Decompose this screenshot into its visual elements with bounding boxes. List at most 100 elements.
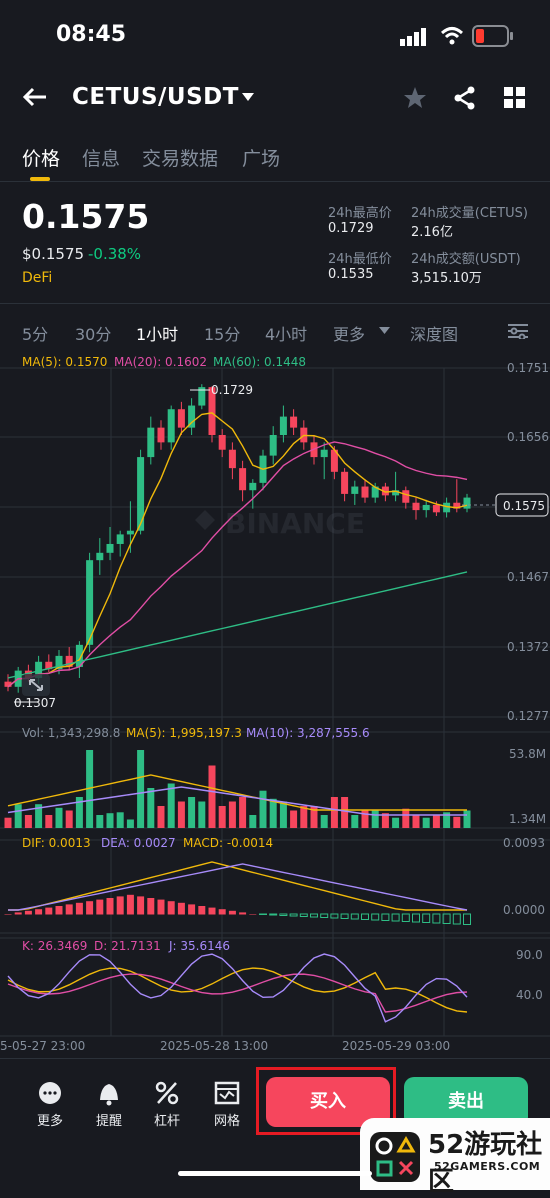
interval-30m[interactable]: 30分: [75, 325, 112, 344]
macd-bar: [65, 904, 73, 915]
star-icon[interactable]: [403, 86, 427, 110]
volume-bar: [239, 797, 247, 828]
volume-bar: [65, 810, 73, 828]
pair-title[interactable]: CETUS/USDT: [72, 84, 239, 110]
overlays-layer: [7, 412, 468, 1023]
volume-ma10-line: [7, 786, 467, 816]
macd-bar: [412, 913, 420, 923]
candlestick-chart[interactable]: BINANCE MA(5): 0.1570 MA(20): 0.1602 MA(…: [0, 350, 550, 1060]
interval-4h[interactable]: 4小时: [265, 325, 308, 344]
time-axis-tick: 5-05-27 23:00: [0, 1039, 85, 1053]
macd-bar: [157, 899, 165, 915]
high-price-marker: 0.1729: [211, 383, 253, 397]
macd-bar: [249, 914, 257, 915]
fullscreen-toggle-icon[interactable]: [22, 674, 50, 696]
margin-label: 杠杆: [153, 1114, 180, 1129]
candle-body: [341, 471, 349, 494]
price-axis-tick: 0.1467: [507, 570, 549, 584]
grid-label: 网格: [213, 1114, 240, 1129]
volume-bar: [177, 801, 185, 828]
macd-axis-tick: 0.0093: [503, 836, 545, 850]
candle-body: [177, 409, 185, 428]
candle-body: [381, 486, 389, 496]
candle-body: [198, 387, 206, 406]
macd-value-label: MACD: -0.0014: [183, 836, 273, 850]
kdj-axis-tick: 40.0: [516, 988, 543, 1002]
macd-bar: [299, 913, 308, 917]
candle-body: [402, 490, 410, 503]
caret-down-icon[interactable]: [241, 92, 255, 102]
candle-body: [279, 416, 287, 436]
candle-body: [4, 681, 12, 687]
candle-body: [157, 427, 165, 443]
candle-body: [147, 427, 155, 458]
candle-body: [228, 449, 236, 469]
grid-trading-button[interactable]: 网格: [201, 1080, 253, 1129]
watermark-logo-icon: [370, 1132, 420, 1182]
watermark-subtext: 52GAMERS.COM: [434, 1160, 541, 1173]
price-axis-tick: 0.1751: [507, 361, 549, 375]
volume-bar: [290, 810, 298, 828]
more-button[interactable]: 更多: [24, 1080, 76, 1129]
macd-bar: [269, 913, 278, 916]
interval-depth-chart[interactable]: 深度图: [410, 325, 459, 344]
back-arrow-icon[interactable]: [22, 86, 48, 108]
candle-body: [422, 504, 430, 511]
tab-price[interactable]: 价格: [22, 148, 61, 170]
ma5-line: [7, 412, 468, 688]
time-axis-tick: 2025-05-29 03:00: [342, 1039, 450, 1053]
ma20-label: MA(20): 0.1602: [114, 355, 207, 369]
macd-bar: [167, 901, 175, 915]
volume-bar: [392, 817, 400, 828]
kdj-d-label: D: 21.7131: [94, 939, 161, 953]
chart-settings-icon[interactable]: [508, 323, 528, 339]
macd-bar: [330, 913, 339, 919]
candle-body: [330, 449, 338, 472]
interval-1h[interactable]: 1小时: [136, 325, 179, 344]
candle-body: [35, 661, 43, 678]
candle-body: [453, 502, 461, 509]
volume-bar: [351, 815, 359, 828]
price-axis-tick: 0.1277: [507, 709, 549, 723]
tab-square[interactable]: 广场: [242, 148, 281, 170]
macd-bar: [452, 913, 461, 925]
macd-bar: [86, 901, 94, 915]
share-icon[interactable]: [453, 86, 477, 110]
binance-logo-watermark: BINANCE: [195, 507, 365, 540]
volume-bar: [86, 750, 94, 828]
current-price-tag[interactable]: 0.1575: [503, 499, 545, 513]
candle-body: [412, 502, 420, 511]
macd-dea-line: [8, 863, 468, 911]
candle-body: [106, 543, 114, 553]
macd-bar: [401, 913, 410, 922]
tab-trade-data[interactable]: 交易数据: [142, 148, 219, 170]
layout-grid-icon[interactable]: [504, 87, 526, 109]
macd-bar: [442, 913, 451, 924]
volume-bar: [198, 801, 206, 828]
kdj-j-line: [7, 953, 468, 1023]
volume-bar: [361, 810, 369, 828]
interval-5m[interactable]: 5分: [22, 325, 49, 344]
macd-bar: [310, 913, 318, 918]
margin-button[interactable]: 杠杆: [141, 1080, 193, 1129]
candle-body: [188, 405, 196, 428]
category-tag[interactable]: DeFi: [22, 270, 53, 286]
caret-down-icon[interactable]: [379, 327, 390, 335]
vol-ma5-label: MA(5): 1,995,197.3: [126, 726, 242, 740]
low-price-marker: 0.1307: [14, 696, 56, 710]
macd-bar: [55, 906, 63, 915]
volume-quote-label: 24h成交额(USDT): [411, 252, 521, 267]
macd-axis-tick: 0.0000: [503, 903, 545, 917]
interval-more[interactable]: 更多: [333, 325, 366, 344]
volume-bar: [24, 815, 32, 828]
home-indicator[interactable]: [178, 1171, 372, 1176]
volume-bar: [402, 808, 410, 828]
volume-bar: [218, 806, 226, 828]
macd-dif-line: [8, 861, 467, 911]
interval-15m[interactable]: 15分: [204, 325, 241, 344]
alert-button[interactable]: 提醒: [83, 1080, 135, 1129]
bottom-bar-divider: [0, 1058, 550, 1059]
macd-bar: [350, 913, 359, 920]
candle-body: [167, 409, 175, 443]
tab-info[interactable]: 信息: [82, 148, 121, 170]
